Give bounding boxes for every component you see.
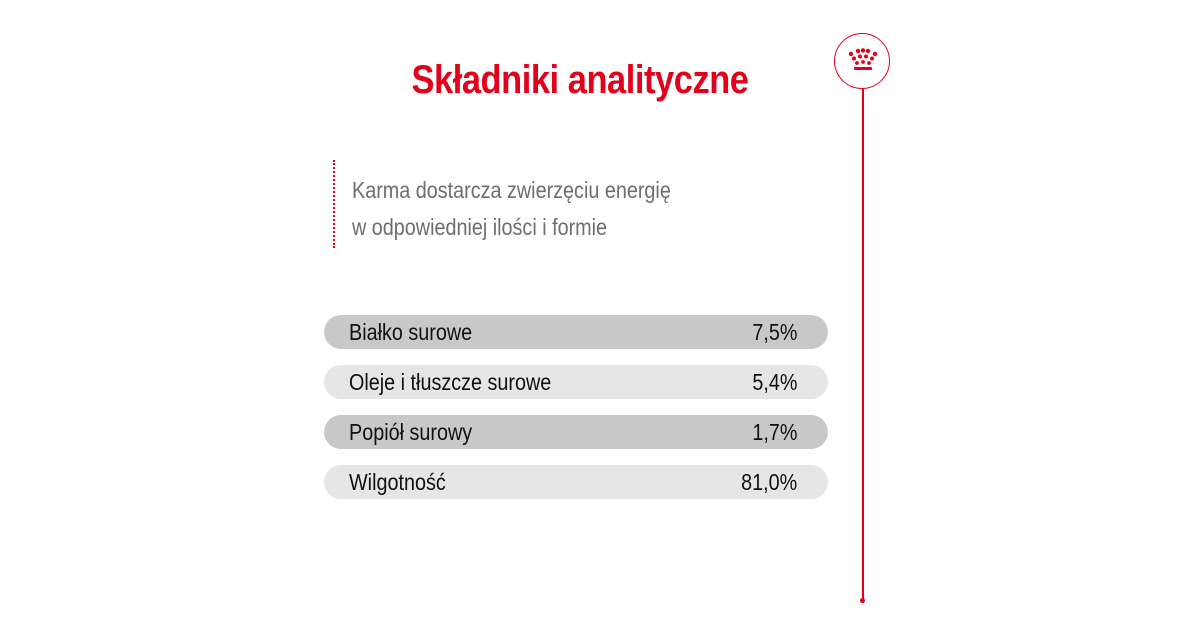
divider-end-dot [860, 598, 865, 603]
page-title: Składniki analityczne [411, 58, 749, 102]
nutrient-label: Popiół surowy [349, 419, 473, 445]
crown-icon [848, 48, 878, 70]
nutrient-label: Wilgotność [349, 469, 446, 495]
nutrient-value: 81,0% [740, 469, 797, 495]
brand-logo [834, 33, 890, 89]
nutrient-value: 7,5% [751, 319, 797, 345]
vertical-divider [862, 89, 864, 603]
intro-text: Karma dostarcza zwierzęciu energię w odp… [352, 172, 713, 246]
nutrients-table: Białko surowe 7,5% Oleje i tłuszcze suro… [324, 315, 828, 515]
dotted-accent [333, 160, 335, 248]
nutrient-label: Oleje i tłuszcze surowe [349, 369, 552, 395]
nutrient-row: Oleje i tłuszcze surowe 5,4% [324, 365, 828, 399]
nutrient-row: Białko surowe 7,5% [324, 315, 828, 349]
nutrient-value: 1,7% [751, 419, 797, 445]
nutrient-row: Popiół surowy 1,7% [324, 415, 828, 449]
intro-line-1: Karma dostarcza zwierzęciu energię [352, 177, 671, 203]
nutrient-label: Białko surowe [349, 319, 473, 345]
nutrient-row: Wilgotność 81,0% [324, 465, 828, 499]
intro-line-2: w odpowiedniej ilości i formie [352, 214, 608, 240]
nutrient-value: 5,4% [751, 369, 797, 395]
